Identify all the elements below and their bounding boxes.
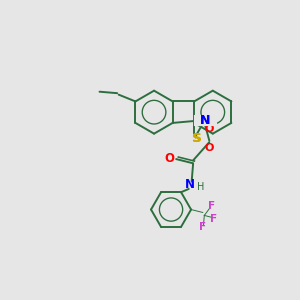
Text: O: O [205, 143, 214, 153]
Text: S: S [193, 132, 202, 145]
Text: N: N [200, 113, 210, 127]
Text: N: N [200, 113, 210, 127]
Text: O: O [205, 124, 214, 134]
Text: F: F [208, 201, 215, 211]
Text: H: H [197, 182, 204, 193]
Text: O: O [164, 152, 174, 165]
Text: N: N [185, 178, 195, 191]
Text: F: F [210, 214, 217, 224]
Text: S: S [191, 132, 200, 145]
Text: F: F [199, 222, 206, 232]
